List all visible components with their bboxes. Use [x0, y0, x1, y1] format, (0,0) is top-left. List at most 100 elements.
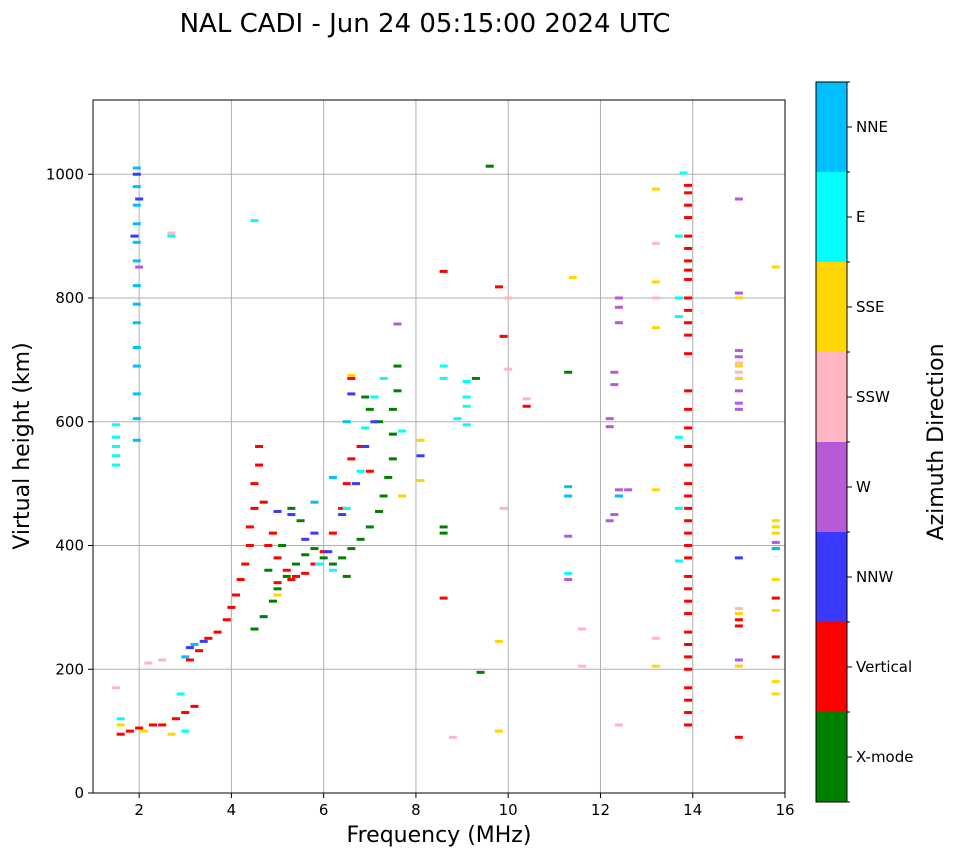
data-point: [310, 531, 319, 535]
data-point: [734, 664, 743, 668]
data-point: [132, 222, 141, 226]
data-point: [494, 729, 503, 733]
data-point: [494, 285, 503, 289]
data-point: [684, 389, 693, 393]
data-point: [610, 383, 619, 387]
data-point: [388, 407, 397, 411]
data-point: [356, 445, 365, 448]
data-point: [624, 488, 633, 492]
data-point: [684, 544, 693, 547]
data-point: [651, 488, 660, 492]
data-point: [684, 333, 693, 337]
colorbar-segment: [816, 82, 847, 172]
data-point: [278, 544, 287, 547]
data-point: [375, 509, 384, 513]
data-point: [259, 500, 268, 504]
data-point: [684, 426, 693, 430]
data-point: [462, 380, 471, 384]
data-point: [301, 553, 310, 557]
data-point: [222, 618, 231, 622]
data-point: [135, 265, 144, 269]
data-point: [144, 661, 153, 665]
data-point: [347, 392, 356, 396]
chart-title: NAL CADI - Jun 24 05:15:00 2024 UTC: [180, 9, 671, 39]
data-point: [384, 475, 393, 479]
plot-frame: [92, 99, 786, 794]
data-point: [255, 445, 264, 448]
data-point: [734, 361, 743, 365]
data-point: [324, 550, 333, 554]
data-point: [204, 636, 213, 640]
data-point: [181, 655, 190, 659]
data-point: [651, 187, 660, 191]
data-point: [522, 397, 531, 401]
data-point: [564, 494, 573, 498]
data-point: [684, 203, 693, 207]
data-point: [439, 364, 448, 368]
data-point: [310, 500, 319, 504]
data-point: [398, 429, 407, 433]
data-point: [771, 265, 780, 269]
data-point: [771, 608, 780, 612]
data-point: [132, 417, 141, 421]
colorbar-segment: [816, 262, 847, 352]
data-point: [684, 630, 693, 634]
data-point: [684, 686, 693, 690]
data-point: [268, 531, 277, 535]
data-point: [684, 234, 693, 238]
data-point: [167, 234, 176, 238]
data-point: [393, 322, 402, 326]
data-point: [287, 506, 296, 510]
colorbar-label: Vertical: [856, 658, 912, 676]
data-point: [684, 667, 693, 671]
data-point: [614, 305, 623, 309]
colorbar-segment: [816, 622, 847, 712]
data-point: [398, 494, 407, 498]
y-tick-label: 800: [55, 289, 84, 307]
colorbar-label: NNW: [856, 568, 893, 586]
data-point: [771, 692, 780, 696]
data-point: [771, 578, 780, 582]
data-point: [684, 494, 693, 498]
data-point: [674, 559, 683, 563]
data-point: [651, 296, 660, 300]
data-point: [416, 454, 425, 458]
y-tick-label: 1000: [46, 165, 84, 183]
data-point: [499, 334, 508, 338]
data-point: [112, 463, 121, 467]
data-point: [241, 562, 250, 566]
data-point: [734, 658, 743, 662]
grid: [93, 100, 786, 794]
data-point: [255, 463, 264, 467]
data-point: [674, 296, 683, 300]
colorbar-label: SSW: [856, 388, 890, 406]
data-point: [734, 401, 743, 405]
data-point: [116, 732, 125, 736]
data-point: [684, 587, 693, 591]
data-point: [132, 203, 141, 207]
data-point: [439, 269, 448, 273]
data-point: [684, 268, 693, 272]
y-axis-ticks: 0 200 400 600 800 1000: [46, 165, 93, 802]
data-point: [734, 376, 743, 380]
data-point: [684, 321, 693, 325]
data-point: [494, 639, 503, 643]
y-tick-label: 600: [55, 413, 84, 431]
data-point: [167, 732, 176, 736]
data-point: [684, 445, 693, 448]
data-point: [328, 531, 337, 535]
colorbar-title: Azimuth Direction: [924, 343, 949, 540]
data-point: [734, 364, 743, 368]
data-point: [734, 389, 743, 393]
data-point: [439, 596, 448, 600]
data-point: [684, 259, 693, 263]
data-point: [347, 376, 356, 380]
x-tick-label: 2: [134, 801, 144, 819]
data-point: [291, 562, 300, 566]
data-point: [522, 404, 531, 408]
data-point: [227, 605, 236, 609]
data-point: [250, 506, 259, 510]
data-point: [674, 435, 683, 439]
series-nne: [132, 166, 780, 659]
data-point: [319, 556, 328, 560]
